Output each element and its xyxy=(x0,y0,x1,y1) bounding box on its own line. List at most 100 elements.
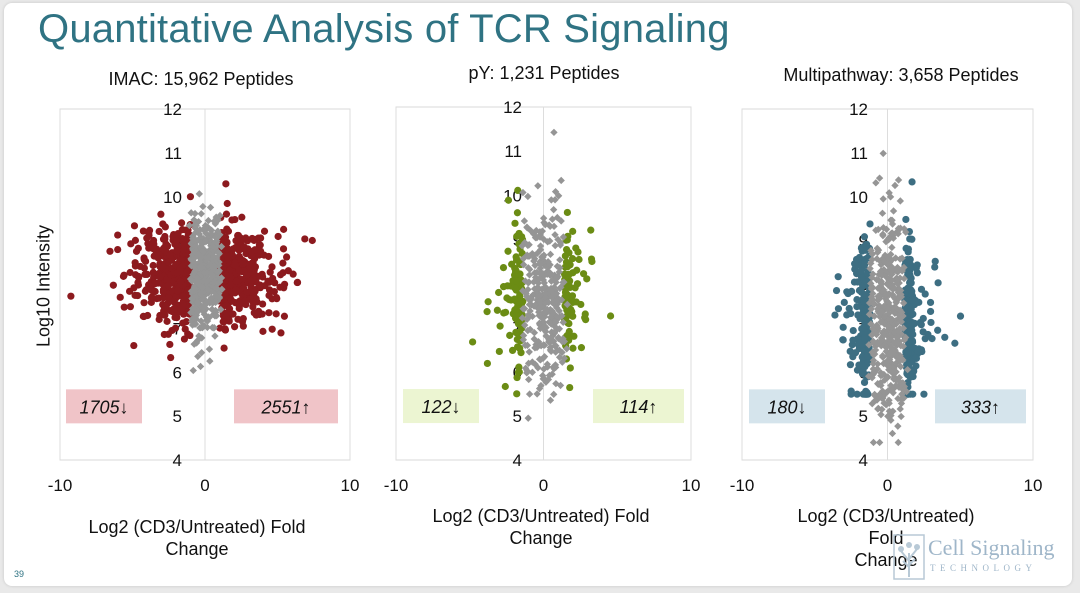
regulated-point xyxy=(265,309,273,317)
regulated-point xyxy=(126,303,134,311)
unchanged-point xyxy=(525,252,534,260)
unchanged-point xyxy=(217,305,225,314)
y-tick-label: 4 xyxy=(513,451,522,470)
unchanged-point xyxy=(547,347,555,356)
regulated-point xyxy=(220,344,228,352)
unchanged-point xyxy=(519,305,527,313)
unchanged-point xyxy=(197,348,206,357)
unchanged-point xyxy=(531,360,539,368)
unchanged-point xyxy=(525,390,534,398)
unchanged-point xyxy=(885,309,893,317)
unchanged-point xyxy=(896,405,904,413)
regulated-point xyxy=(265,291,273,300)
unchanged-point xyxy=(896,306,904,314)
regulated-point xyxy=(511,219,519,227)
regulated-point xyxy=(150,273,158,282)
regulated-point xyxy=(851,265,859,273)
unchanged-point xyxy=(546,286,554,294)
regulated-point xyxy=(148,286,156,294)
unchanged-point xyxy=(886,193,895,201)
unchanged-point xyxy=(890,375,898,383)
unchanged-point xyxy=(553,303,561,312)
unchanged-point xyxy=(539,253,547,261)
regulated-point xyxy=(853,303,861,311)
tree-logo-icon xyxy=(893,534,925,580)
unchanged-point xyxy=(552,297,561,305)
regulated-point xyxy=(920,390,928,398)
unchanged-point xyxy=(530,257,538,265)
regulated-point xyxy=(257,234,265,242)
regulated-point xyxy=(149,268,157,276)
unchanged-point xyxy=(535,384,544,393)
regulated-point xyxy=(504,247,512,255)
cell-signaling-logo: Cell Signaling TECHNOLOGY xyxy=(892,533,1072,583)
unchanged-point xyxy=(897,362,905,371)
regulated-point xyxy=(859,324,867,332)
unchanged-point xyxy=(543,363,552,371)
unchanged-point xyxy=(886,335,894,343)
regulated-point xyxy=(163,317,171,325)
regulated-point xyxy=(941,333,949,341)
unchanged-point xyxy=(554,235,562,244)
unchanged-point xyxy=(530,278,538,286)
regulated-point xyxy=(243,271,251,279)
unchanged-point xyxy=(893,332,902,340)
regulated-point xyxy=(566,364,574,372)
regulated-point xyxy=(860,298,868,306)
regulated-point xyxy=(276,271,285,279)
regulated-point xyxy=(931,263,939,271)
unchanged-point xyxy=(887,416,895,424)
regulated-point xyxy=(268,325,276,333)
unchanged-point xyxy=(531,344,539,352)
unchanged-point xyxy=(525,375,533,384)
x-tick-label: 0 xyxy=(883,476,892,495)
unchanged-point xyxy=(900,394,908,402)
regulated-point xyxy=(512,286,520,294)
x-tick-label: 10 xyxy=(1024,476,1043,495)
unchanged-point xyxy=(563,345,571,353)
regulated-point xyxy=(277,329,285,337)
unchanged-point xyxy=(885,366,893,374)
y-tick-label: 12 xyxy=(163,100,182,119)
unchanged-point xyxy=(868,399,876,408)
x-tick-label: 10 xyxy=(341,476,360,495)
regulated-point xyxy=(176,265,184,273)
regulated-point xyxy=(256,241,264,249)
unchanged-point xyxy=(210,262,218,270)
unchanged-point xyxy=(208,271,217,280)
unchanged-point xyxy=(553,262,562,270)
regulated-point xyxy=(513,390,521,398)
unchanged-point xyxy=(541,220,549,229)
regulated-point xyxy=(512,256,521,264)
unchanged-point xyxy=(880,399,888,407)
regulated-point xyxy=(508,346,517,355)
regulated-point xyxy=(238,318,247,326)
unchanged-point xyxy=(880,302,888,311)
unchanged-point xyxy=(869,365,877,373)
regulated-point xyxy=(130,341,138,350)
unchanged-point xyxy=(524,279,532,287)
unchanged-point xyxy=(884,373,892,381)
regulated-point xyxy=(483,308,491,316)
unchanged-point xyxy=(894,438,902,447)
unchanged-point xyxy=(870,391,879,400)
unchanged-point xyxy=(880,313,889,321)
regulated-point xyxy=(166,251,174,259)
unchanged-point xyxy=(536,264,544,272)
regulated-point xyxy=(154,279,163,287)
unchanged-point xyxy=(557,176,565,185)
regulated-point xyxy=(289,270,297,278)
unchanged-point xyxy=(889,283,898,292)
y-tick-label: 5 xyxy=(173,407,182,426)
unchanged-point xyxy=(535,274,544,283)
regulated-point xyxy=(859,390,867,398)
down-count-box xyxy=(403,389,479,424)
unchanged-point xyxy=(894,176,903,184)
regulated-point xyxy=(564,232,572,240)
regulated-point xyxy=(301,235,309,243)
regulated-point xyxy=(840,298,848,307)
regulated-point xyxy=(566,383,574,392)
unchanged-point xyxy=(544,375,553,384)
regulated-point xyxy=(231,323,239,331)
regulated-point xyxy=(907,287,916,295)
